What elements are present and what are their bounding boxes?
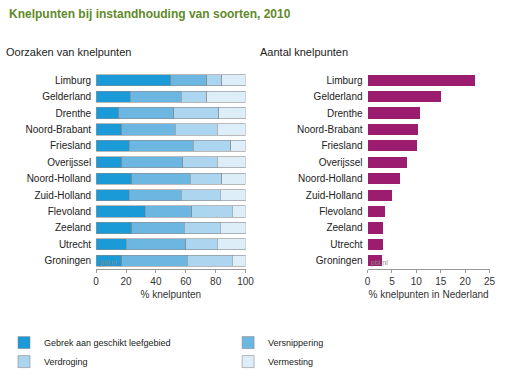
svg-text:80: 80 (210, 276, 222, 287)
svg-text:Zuid-Holland: Zuid-Holland (34, 190, 91, 201)
svg-text:Drenthe: Drenthe (327, 108, 363, 119)
svg-text:Limburg: Limburg (326, 75, 362, 86)
svg-text:20: 20 (120, 276, 132, 287)
svg-text:Groningen: Groningen (44, 255, 91, 266)
svg-text:Oorzaken van knelpunten: Oorzaken van knelpunten (6, 46, 131, 58)
svg-text:Zeeland: Zeeland (55, 222, 91, 233)
svg-text:Gelderland: Gelderland (314, 91, 363, 102)
svg-text:pbl.nl: pbl.nl (371, 259, 388, 267)
svg-text:Friesland: Friesland (50, 140, 91, 151)
svg-text:Overijssel: Overijssel (319, 157, 363, 168)
svg-text:25: 25 (484, 276, 496, 287)
svg-text:0: 0 (365, 276, 371, 287)
svg-text:Friesland: Friesland (321, 140, 362, 151)
svg-text:15: 15 (435, 276, 447, 287)
svg-text:Drenthe: Drenthe (56, 108, 92, 119)
svg-text:0: 0 (93, 276, 99, 287)
svg-text:Flevoland: Flevoland (319, 206, 362, 217)
svg-text:Flevoland: Flevoland (48, 206, 91, 217)
svg-text:Noord-Brabant: Noord-Brabant (26, 124, 92, 135)
svg-text:Noord-Brabant: Noord-Brabant (297, 124, 363, 135)
svg-text:Gebrek aan geschikt leefgebied: Gebrek aan geschikt leefgebied (44, 338, 171, 348)
svg-text:Utrecht: Utrecht (59, 239, 91, 250)
svg-text:Overijssel: Overijssel (47, 157, 91, 168)
svg-text:Gelderland: Gelderland (42, 91, 91, 102)
svg-text:Verdroging: Verdroging (44, 357, 88, 367)
svg-text:5: 5 (389, 276, 395, 287)
svg-text:100: 100 (237, 276, 254, 287)
svg-text:% knelpunten: % knelpunten (141, 289, 202, 300)
svg-text:Groningen: Groningen (316, 255, 363, 266)
svg-text:Vermesting: Vermesting (268, 357, 313, 367)
svg-text:Zuid-Holland: Zuid-Holland (306, 190, 363, 201)
svg-text:60: 60 (180, 276, 192, 287)
svg-text:% knelpunten in Nederland: % knelpunten in Nederland (368, 289, 488, 300)
svg-text:10: 10 (411, 276, 423, 287)
svg-text:Noord-Holland: Noord-Holland (298, 173, 362, 184)
svg-text:Utrecht: Utrecht (330, 239, 362, 250)
svg-text:Zeeland: Zeeland (326, 222, 362, 233)
svg-text:Limburg: Limburg (55, 75, 91, 86)
svg-text:pbl.nl: pbl.nl (100, 259, 117, 267)
svg-text:Versnippering: Versnippering (268, 338, 323, 348)
svg-text:40: 40 (150, 276, 162, 287)
svg-text:Knelpunten bij instandhouding: Knelpunten bij instandhouding van soorte… (9, 7, 291, 21)
svg-text:Aantal knelpunten: Aantal knelpunten (260, 46, 348, 58)
svg-text:Noord-Holland: Noord-Holland (27, 173, 91, 184)
svg-text:20: 20 (460, 276, 472, 287)
